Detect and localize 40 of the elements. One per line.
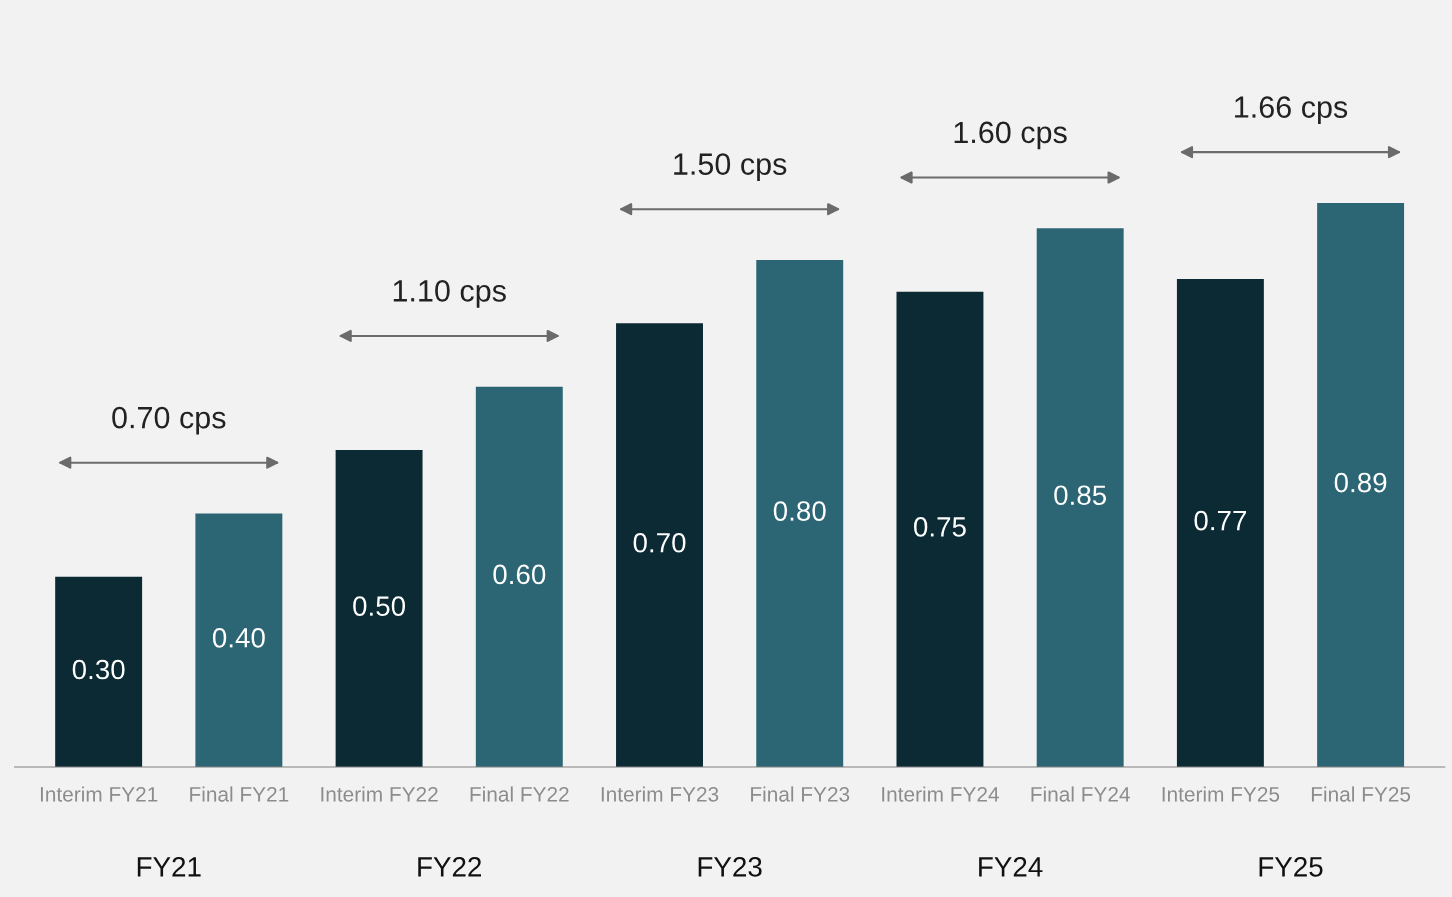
text: FY25 (1259, 857, 1323, 877)
x-tick-label: Interim FY23 (601, 786, 719, 802)
data-label: 0.89 (1334, 472, 1387, 493)
bar (896, 291, 984, 767)
data-label: 0.80 (773, 501, 826, 521)
text: FY21 (137, 857, 201, 877)
text: FY23 (698, 857, 762, 877)
data-label: 0.77 (1194, 510, 1247, 531)
x-tick-label: Interim FY25 (1162, 786, 1280, 802)
bar (616, 323, 703, 767)
x-tick-label: Final FY24 (1031, 786, 1130, 802)
text: 1.66 cps (1235, 96, 1348, 124)
data-label: 0.75 (914, 517, 966, 537)
text: 1.60 cps (954, 121, 1067, 150)
x-tick-label: Final FY23 (751, 786, 850, 802)
x-tick-label: Interim FY22 (321, 786, 438, 802)
x-tick-label: Interim FY21 (40, 786, 158, 802)
bar (1176, 278, 1264, 767)
bar (55, 576, 143, 767)
data-label: 0.85 (1054, 485, 1107, 506)
annotation: 0.70 cps (112, 406, 226, 435)
text: FY24 (979, 857, 1043, 877)
text: FY22 (418, 857, 481, 877)
x-tick-label: Final FY22 (470, 786, 569, 802)
annotation: 1.10 cps (393, 280, 506, 308)
data-label: 0.30 (72, 659, 125, 680)
data-label: 0.50 (353, 596, 406, 616)
data-label: 0.60 (493, 564, 546, 585)
bar (1036, 228, 1124, 767)
bar (756, 259, 844, 767)
data-label: 0.40 (212, 627, 265, 648)
x-tick-label: Interim FY24 (882, 786, 999, 802)
bar (335, 450, 423, 767)
bar (195, 513, 283, 767)
x-tick-label: Final FY21 (190, 786, 289, 802)
bar (475, 386, 563, 767)
data-label: 0.70 (633, 532, 686, 553)
x-tick-label: Final FY25 (1311, 786, 1411, 802)
bar (1317, 202, 1405, 767)
text: 1.50 cps (674, 153, 787, 181)
